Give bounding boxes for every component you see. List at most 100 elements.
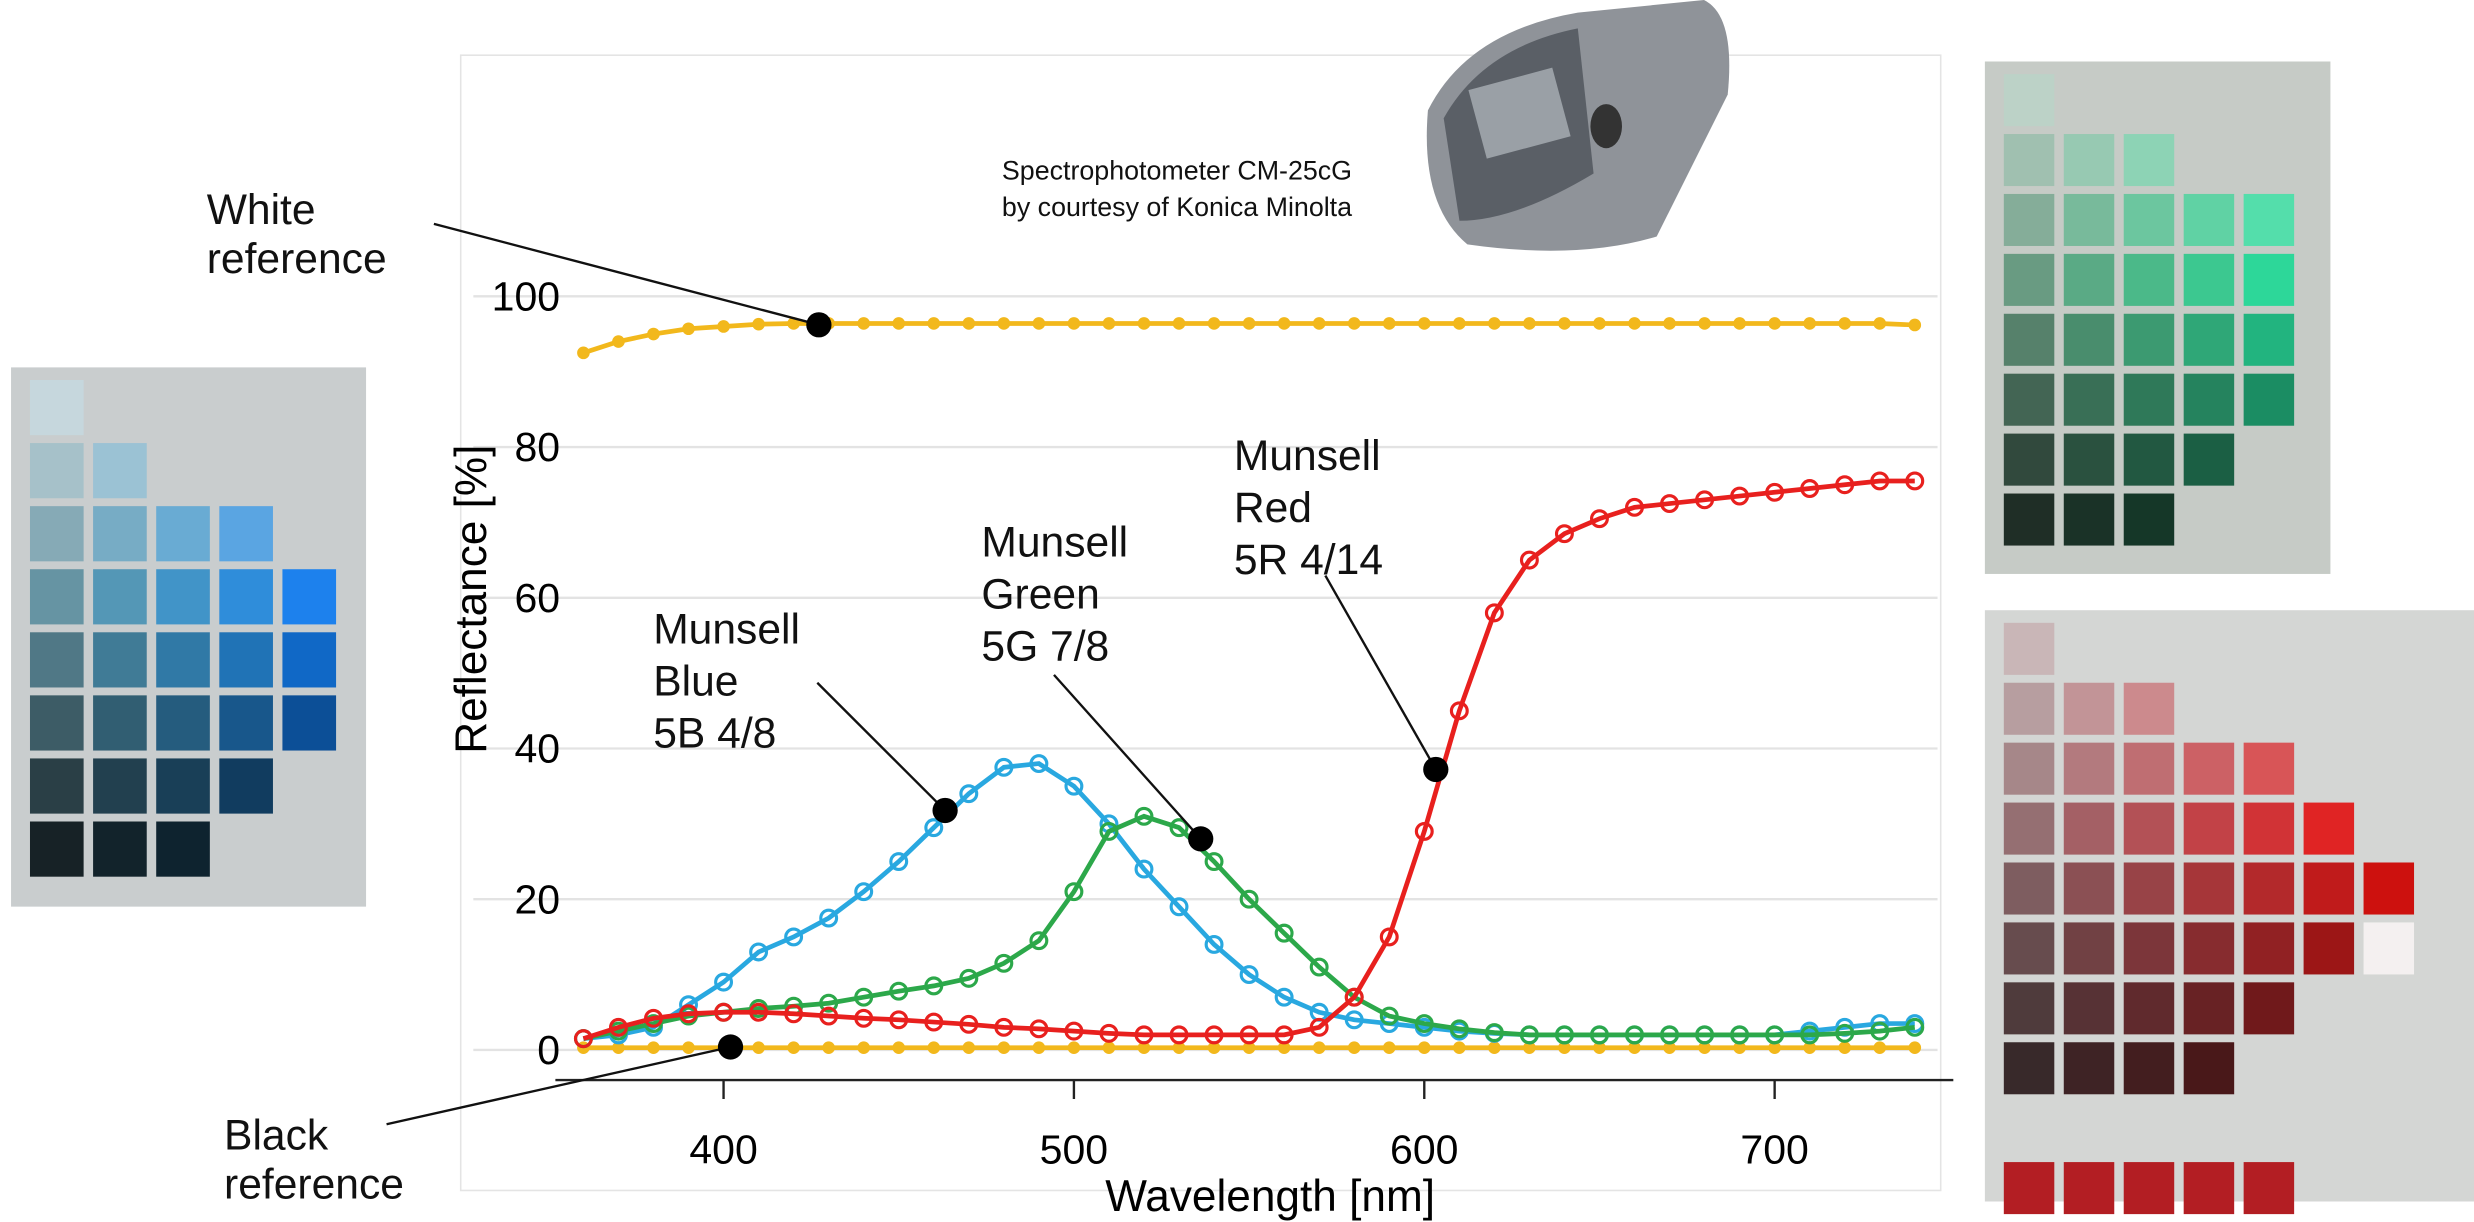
color-chip	[2124, 494, 2174, 546]
data-point	[1174, 319, 1183, 328]
color-chip	[282, 632, 336, 687]
annotation-dot	[1188, 826, 1213, 851]
color-chip	[219, 569, 273, 624]
y-tick-label: 0	[537, 1027, 560, 1073]
color-chip	[2064, 862, 2114, 914]
color-chip	[2004, 862, 2054, 914]
color-chip	[2064, 1162, 2114, 1214]
annotation-pointer	[1054, 675, 1201, 839]
color-chip	[2184, 374, 2234, 426]
color-chip	[2064, 494, 2114, 546]
data-point	[1104, 1043, 1113, 1052]
data-point	[1104, 319, 1113, 328]
annotation-pointer	[1325, 576, 1435, 770]
x-tick-label: 400	[689, 1127, 757, 1173]
annotation-text: Spectrophotometer CM-25cG	[1002, 156, 1352, 186]
color-chip	[30, 380, 84, 435]
color-chip	[2244, 862, 2294, 914]
color-chip	[93, 695, 147, 750]
data-point	[1455, 319, 1464, 328]
data-point	[1490, 1043, 1499, 1052]
color-chip	[2004, 374, 2054, 426]
annotation-text: Green	[981, 571, 1099, 619]
annotation-text: 5G 7/8	[981, 623, 1109, 671]
color-chip	[219, 758, 273, 813]
color-chip	[2004, 194, 2054, 246]
color-chip	[2304, 862, 2354, 914]
color-chip	[219, 632, 273, 687]
color-chip	[2244, 254, 2294, 306]
data-point	[1244, 319, 1253, 328]
color-chip	[2064, 434, 2114, 486]
color-chip	[2244, 982, 2294, 1034]
color-chip	[2124, 374, 2174, 426]
data-point	[1314, 1043, 1323, 1052]
data-point	[894, 1043, 903, 1052]
data-point	[1665, 1043, 1674, 1052]
color-chip	[156, 695, 210, 750]
data-point	[1490, 319, 1499, 328]
data-point	[754, 1043, 763, 1052]
data-point	[1735, 1043, 1744, 1052]
color-chip	[2364, 922, 2414, 974]
y-tick-label: 100	[492, 274, 560, 320]
color-chip	[2244, 314, 2294, 366]
color-chip	[30, 695, 84, 750]
annotation-text: Blue	[653, 657, 738, 705]
data-point	[1420, 319, 1429, 328]
data-point	[754, 319, 763, 328]
data-point	[1209, 1043, 1218, 1052]
color-chip	[30, 821, 84, 876]
data-point	[1385, 319, 1394, 328]
color-chip	[282, 569, 336, 624]
color-chip	[2184, 1162, 2234, 1214]
color-chip	[93, 821, 147, 876]
color-chip	[2064, 134, 2114, 186]
color-chip	[2244, 374, 2294, 426]
x-axis-label: Wavelength [nm]	[1105, 1172, 1435, 1221]
annotation-text: White	[207, 186, 316, 234]
y-axis-label: Reflectance [%]	[447, 445, 496, 754]
color-chip	[2184, 982, 2234, 1034]
color-chip	[2124, 862, 2174, 914]
annotation-text: 5B 4/8	[653, 709, 776, 757]
annotation-text: Munsell	[653, 605, 800, 653]
data-point	[1455, 1043, 1464, 1052]
data-point	[1209, 319, 1218, 328]
annotation-text: Black	[224, 1111, 329, 1159]
x-tick-label: 700	[1740, 1127, 1808, 1173]
color-chip	[2184, 434, 2234, 486]
color-chip	[2004, 74, 2054, 126]
data-point	[1385, 1043, 1394, 1052]
color-chip	[2004, 134, 2054, 186]
data-point	[684, 324, 693, 333]
color-chip	[2124, 922, 2174, 974]
data-point	[1840, 319, 1849, 328]
data-point	[1525, 1043, 1534, 1052]
device-port	[1590, 104, 1622, 148]
data-point	[999, 1043, 1008, 1052]
annotation-dot	[718, 1034, 743, 1059]
page: 020406080100400500600700Wavelength [nm]R…	[0, 0, 2474, 1222]
data-point	[684, 1043, 693, 1052]
color-chip	[2004, 1042, 2054, 1094]
annotation-dot	[1423, 757, 1448, 782]
color-chip	[156, 821, 210, 876]
data-point	[1770, 319, 1779, 328]
device-image	[1427, 0, 1729, 251]
data-point	[1875, 319, 1884, 328]
color-chip	[2004, 494, 2054, 546]
annotation-text: by courtesy of Konica Minolta	[1002, 192, 1352, 222]
data-point	[1910, 1043, 1919, 1052]
data-point	[649, 329, 658, 338]
data-point	[1735, 319, 1744, 328]
data-point	[1174, 1043, 1183, 1052]
color-chip	[2064, 683, 2114, 735]
y-tick-label: 40	[514, 726, 560, 772]
data-point	[1875, 1043, 1884, 1052]
color-chip	[2124, 134, 2174, 186]
color-chip	[2064, 254, 2114, 306]
color-chip	[30, 443, 84, 498]
color-chip	[2064, 374, 2114, 426]
data-point	[1314, 319, 1323, 328]
